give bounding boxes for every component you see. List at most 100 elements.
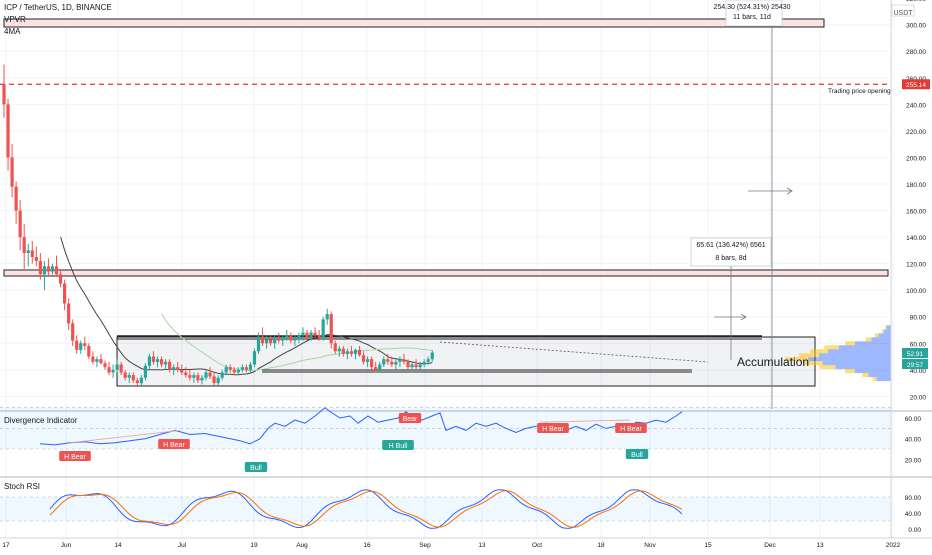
candle-body bbox=[67, 303, 71, 324]
candle-body bbox=[301, 332, 305, 336]
divergence-label-text: H Bear bbox=[620, 426, 642, 433]
time-tick-label: 18 bbox=[597, 542, 605, 549]
divergence-label-text: H Bear bbox=[64, 454, 86, 461]
volume-profile-bar bbox=[871, 337, 891, 342]
candle-body bbox=[422, 361, 426, 365]
volume-profile-bar-sell bbox=[862, 373, 869, 378]
candle-body bbox=[2, 84, 6, 105]
candle-body bbox=[115, 364, 119, 370]
price-tick-label: 240.00 bbox=[906, 102, 926, 109]
stoch-title: Stoch RSI bbox=[4, 482, 40, 491]
candle-body bbox=[176, 367, 180, 370]
volume-profile-bar-sell bbox=[785, 357, 809, 362]
candle-body bbox=[285, 335, 289, 338]
divergence-label-text: Bull bbox=[250, 465, 262, 472]
volume-profile-bar-sell bbox=[810, 349, 828, 354]
volume-profile-bar bbox=[855, 341, 891, 346]
indicator-vpvr-label[interactable]: VPVR bbox=[4, 15, 26, 24]
volume-profile-bar bbox=[835, 365, 891, 370]
candle-body bbox=[297, 335, 301, 338]
divergence-label-bg bbox=[158, 439, 190, 449]
volume-profile-bar-sell bbox=[885, 325, 887, 330]
volume-profile-bar bbox=[883, 329, 891, 334]
candle-body bbox=[333, 343, 337, 352]
candle-body bbox=[252, 351, 257, 365]
ma-light-line bbox=[161, 313, 433, 372]
measure-2-box bbox=[690, 237, 772, 267]
candle-body bbox=[361, 355, 366, 362]
candle-body bbox=[155, 359, 160, 362]
divergence-bear-line-2 bbox=[539, 419, 631, 423]
stoch-tick-label: 80.00 bbox=[905, 495, 922, 502]
candle-body bbox=[269, 339, 273, 344]
candle-body bbox=[390, 361, 394, 365]
candle-body bbox=[139, 377, 143, 384]
candles bbox=[2, 64, 434, 388]
volume-profile-bar bbox=[868, 373, 891, 378]
volume-profile-bar-sell bbox=[819, 365, 836, 370]
volume-profile-bar bbox=[822, 361, 891, 366]
candle-body bbox=[208, 372, 212, 377]
measure-1-line2: 11 bars, 11d bbox=[733, 14, 771, 21]
time-tick-label: 17 bbox=[2, 542, 10, 549]
candle-body bbox=[281, 337, 285, 341]
candle-body bbox=[382, 359, 386, 365]
countdown-badge-text: 29:57 bbox=[907, 362, 924, 369]
indicator-4ma-label[interactable]: 4MA bbox=[4, 27, 21, 36]
time-tick-label: Aug bbox=[296, 542, 308, 549]
candle-body bbox=[325, 314, 329, 320]
candle-body bbox=[349, 351, 354, 354]
stoch-d-line bbox=[49, 490, 683, 528]
divergence-label-text: Bear bbox=[403, 416, 418, 423]
candle-body bbox=[87, 345, 91, 357]
divergence-rsi-line bbox=[39, 407, 683, 446]
trading-open-badge bbox=[902, 79, 930, 90]
candle-body bbox=[212, 376, 216, 384]
candle-body bbox=[394, 361, 398, 365]
trend-line-dashed bbox=[439, 341, 709, 363]
candle-body bbox=[317, 335, 321, 338]
candle-body bbox=[14, 186, 18, 211]
candle-body bbox=[398, 359, 402, 362]
symbol-title: ICP / TetherUS, 1D, BINANCE bbox=[4, 3, 112, 12]
price-tick-label: 100.00 bbox=[906, 288, 926, 295]
volume-profile-bar bbox=[878, 333, 891, 338]
candle-body bbox=[91, 356, 95, 362]
currency-label: USDT bbox=[893, 10, 913, 17]
volume-profile-bar bbox=[886, 325, 891, 330]
candle-body bbox=[95, 359, 99, 362]
volume-profile-bar bbox=[808, 357, 891, 362]
candle-body bbox=[341, 348, 345, 354]
currency-box bbox=[891, 4, 915, 17]
divergence-label-bg bbox=[615, 423, 647, 433]
candle-body bbox=[188, 375, 192, 378]
time-tick-label: 14 bbox=[114, 542, 122, 549]
candle-body bbox=[244, 367, 248, 370]
candle-body bbox=[172, 367, 176, 370]
candle-body bbox=[366, 359, 370, 362]
candle-body bbox=[34, 256, 38, 261]
candle-body bbox=[224, 367, 228, 373]
candle-body bbox=[159, 359, 164, 365]
candle-body bbox=[309, 332, 313, 338]
candle-body bbox=[26, 250, 30, 254]
measure-1-line1: 254.30 (524.31%) 25430 bbox=[713, 4, 790, 11]
candle-body bbox=[236, 369, 240, 373]
divergence-tick-label: 60.00 bbox=[905, 416, 922, 423]
candle-body bbox=[147, 356, 152, 366]
candle-body bbox=[378, 364, 382, 370]
divergence-label-text: H Bear bbox=[163, 442, 185, 449]
time-tick-label: 16 bbox=[363, 542, 371, 549]
candle-body bbox=[228, 367, 232, 370]
indicator-panes: H Bear H Bear Bull Bear H Bull H Bear H Bear Bu… bbox=[0, 407, 932, 529]
volume-profile-bar bbox=[838, 345, 891, 350]
divergence-label-bg bbox=[398, 413, 422, 423]
projection-arrow-1 bbox=[748, 187, 793, 195]
candle-body bbox=[426, 359, 430, 362]
volume-profile-bar bbox=[819, 353, 891, 358]
candle-body bbox=[107, 367, 111, 373]
time-tick-label: Oct bbox=[532, 542, 542, 549]
moving-averages bbox=[60, 236, 433, 376]
candle-body bbox=[220, 372, 224, 378]
